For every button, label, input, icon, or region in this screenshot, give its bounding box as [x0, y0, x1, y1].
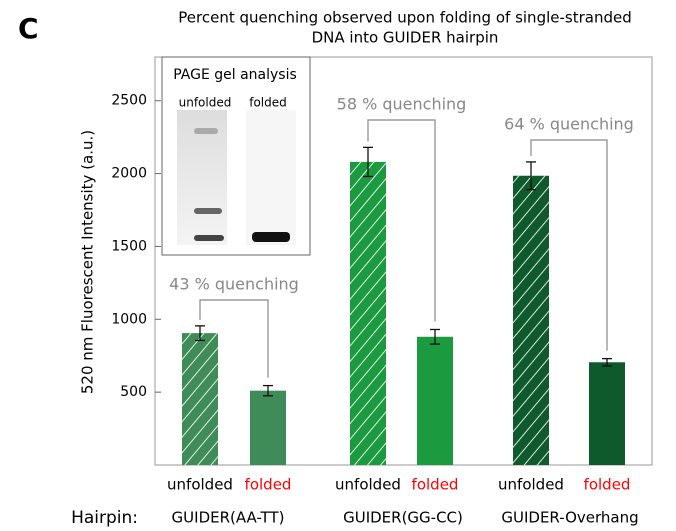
y-tick-label: 2000 — [111, 166, 147, 182]
x-tick-label: unfolded — [335, 476, 401, 494]
group-name: GUIDER-Overhang — [501, 509, 638, 527]
group-name: GUIDER(AA-TT) — [172, 509, 285, 527]
annotation: 58 % quenching — [337, 95, 467, 114]
inset-lane-label: unfolded — [179, 96, 232, 110]
bar-hatch — [513, 176, 549, 465]
x-tick-label: folded — [412, 476, 459, 494]
y-tick-label: 1000 — [111, 311, 147, 327]
chart-title: Percent quenching observed upon folding … — [178, 9, 631, 27]
bar — [250, 391, 286, 465]
gel-lane — [246, 110, 296, 245]
chart-subtitle: DNA into GUIDER hairpin — [312, 29, 499, 47]
bar — [589, 362, 625, 465]
annotation: 64 % quenching — [504, 115, 634, 134]
gel-band — [252, 232, 290, 242]
y-tick-label: 1500 — [111, 238, 147, 254]
y-tick-label: 500 — [120, 384, 147, 400]
inset-title: PAGE gel analysis — [173, 67, 297, 83]
inset — [162, 57, 310, 255]
y-axis-label: 520 nm Fluorescent Intensity (a.u.) — [79, 130, 97, 394]
gel-band — [194, 128, 218, 134]
x-tick-label: unfolded — [498, 476, 564, 494]
gel-band — [194, 235, 224, 241]
chart: C Percent quenching observed upon foldin… — [0, 0, 676, 527]
y-tick-label: 2500 — [111, 93, 147, 109]
bar — [417, 337, 453, 465]
annotation: 43 % quenching — [169, 275, 299, 294]
x-tick-label: folded — [584, 476, 631, 494]
bar-hatch — [182, 333, 218, 465]
x-tick-label: unfolded — [167, 476, 233, 494]
panel-label: C — [18, 12, 39, 45]
bar-hatch — [350, 162, 386, 465]
gel-band — [194, 208, 222, 214]
x-tick-label: folded — [245, 476, 292, 494]
inset-lane-label: folded — [249, 96, 287, 110]
group-label: Hairpin: — [71, 508, 138, 527]
group-name: GUIDER(GG-CC) — [343, 509, 463, 527]
